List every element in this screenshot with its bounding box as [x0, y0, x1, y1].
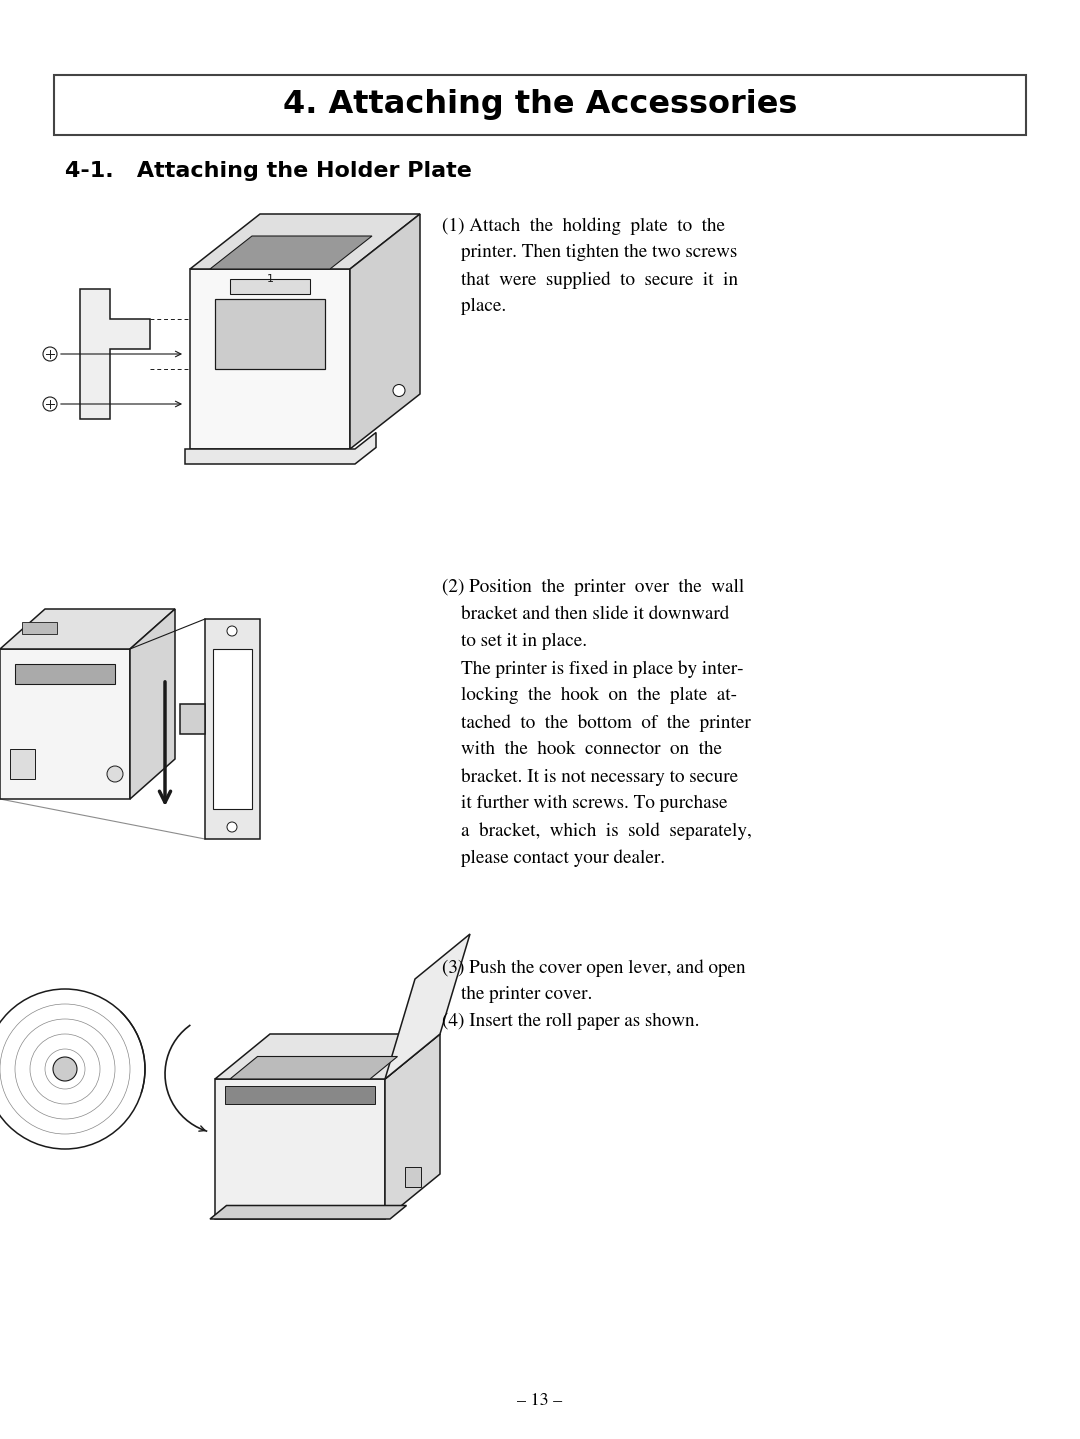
Text: 1: 1 [267, 273, 273, 283]
Circle shape [107, 766, 123, 781]
Bar [54, 75, 1026, 135]
Circle shape [393, 384, 405, 397]
Text: to set it in place.: to set it in place. [442, 633, 588, 650]
Text: the printer cover.: the printer cover. [442, 986, 592, 1003]
Circle shape [53, 1058, 77, 1081]
Circle shape [43, 397, 57, 412]
Text: 4-1.   Attaching the Holder Plate: 4-1. Attaching the Holder Plate [65, 161, 472, 181]
Polygon shape [130, 609, 175, 799]
Bar [215, 1079, 384, 1219]
Text: with  the  hook  connector  on  the: with the hook connector on the [442, 741, 723, 758]
Polygon shape [230, 1056, 397, 1079]
Bar [225, 1086, 375, 1104]
Polygon shape [350, 214, 420, 449]
Text: – 13 –: – 13 – [517, 1393, 563, 1409]
Polygon shape [384, 934, 470, 1079]
Text: a  bracket,  which  is  sold  separately,: a bracket, which is sold separately, [442, 822, 752, 839]
Bar [230, 279, 310, 294]
Polygon shape [180, 704, 205, 734]
Text: bracket. It is not necessary to secure: bracket. It is not necessary to secure [442, 768, 738, 786]
Text: (4) Insert the roll paper as shown.: (4) Insert the roll paper as shown. [442, 1013, 700, 1030]
Text: The printer is fixed in place by inter-: The printer is fixed in place by inter- [442, 661, 743, 678]
Text: printer. Then tighten the two screws: printer. Then tighten the two screws [442, 245, 738, 260]
Polygon shape [210, 236, 372, 269]
Bar [405, 1167, 420, 1187]
Polygon shape [80, 289, 150, 419]
Text: please contact your dealer.: please contact your dealer. [442, 849, 665, 866]
Text: it further with screws. To purchase: it further with screws. To purchase [442, 794, 728, 812]
Text: (1) Attach  the  holding  plate  to  the: (1) Attach the holding plate to the [442, 217, 725, 235]
Bar [190, 269, 350, 449]
Bar [22, 622, 57, 635]
Polygon shape [210, 1206, 406, 1219]
Bar [205, 619, 260, 839]
Text: tached  to  the  bottom  of  the  printer: tached to the bottom of the printer [442, 714, 751, 731]
Circle shape [227, 822, 237, 832]
Text: bracket and then slide it downward: bracket and then slide it downward [442, 606, 729, 623]
Polygon shape [384, 1035, 440, 1219]
Polygon shape [0, 609, 175, 649]
Circle shape [43, 347, 57, 361]
Text: locking  the  hook  on  the  plate  at-: locking the hook on the plate at- [442, 686, 737, 704]
Bar [215, 299, 325, 368]
Polygon shape [215, 1035, 440, 1079]
Text: (3) Push the cover open lever, and open: (3) Push the cover open lever, and open [442, 958, 745, 977]
Bar [10, 750, 35, 778]
Text: place.: place. [442, 298, 507, 315]
Text: 4. Attaching the Accessories: 4. Attaching the Accessories [283, 89, 797, 121]
Circle shape [227, 626, 237, 636]
Bar [15, 663, 114, 684]
Bar [213, 649, 252, 809]
Bar [0, 649, 130, 799]
Polygon shape [185, 433, 376, 463]
Text: that  were  supplied  to  secure  it  in: that were supplied to secure it in [442, 271, 738, 289]
Polygon shape [190, 214, 420, 269]
Circle shape [0, 989, 145, 1148]
Text: (2) Position  the  printer  over  the  wall: (2) Position the printer over the wall [442, 578, 744, 596]
